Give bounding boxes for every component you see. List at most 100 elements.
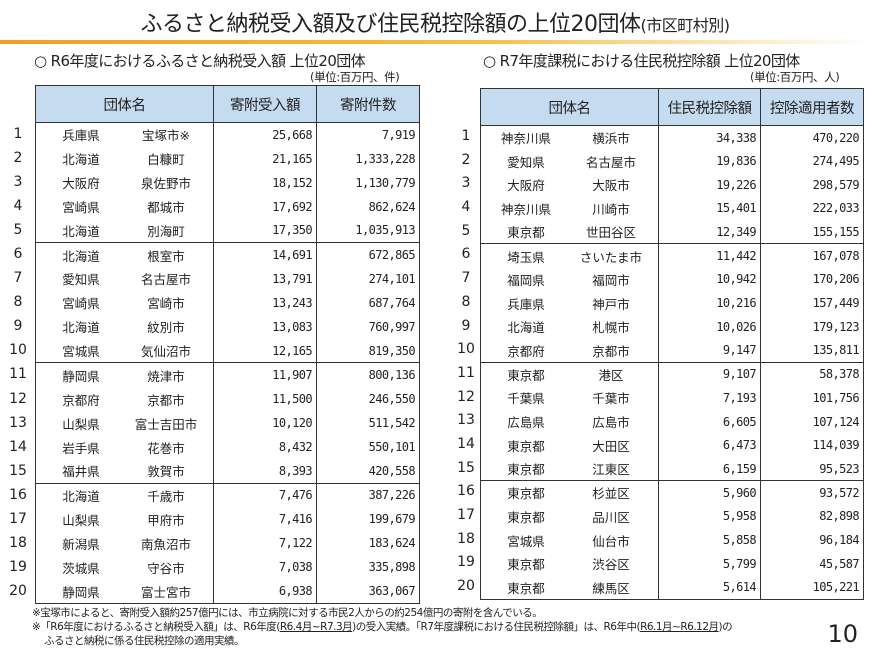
amount-cell: 18,152 [213, 170, 317, 195]
city: 千葉市 [592, 391, 630, 407]
city: 福岡市 [592, 272, 630, 288]
count-cell: 274,101 [316, 266, 420, 291]
count-cell: 222,033 [760, 196, 864, 221]
municipality-cell: 宮崎県 都城市 [35, 194, 214, 219]
municipality-cell: 兵庫県 神戸市 [480, 291, 659, 315]
count-cell: 470,220 [760, 125, 864, 150]
prefecture: 東京都 [507, 438, 545, 454]
count-cell: 157,449 [760, 291, 864, 315]
prefecture: 東京都 [507, 367, 545, 383]
count-cell: 167,078 [760, 243, 864, 268]
municipality-cell: 東京都 練馬区 [480, 575, 659, 600]
municipality-cell: 東京都 杉並区 [480, 480, 659, 505]
city: さいたま市 [579, 249, 643, 265]
rank-label: 15 [457, 459, 475, 476]
prefecture: 茨城県 [62, 560, 100, 576]
table-row: 福井県 敦賀市 8,393 420,558 [35, 459, 420, 484]
municipality-cell: 宮崎県 宮崎市 [35, 290, 214, 315]
count-cell: 1,333,228 [316, 146, 420, 171]
city: 紋別市 [147, 320, 185, 336]
prefecture: 北海道 [62, 488, 100, 504]
amount-cell: 7,476 [213, 483, 317, 508]
table-row: 東京都 品川区 5,958 82,898 [480, 504, 864, 529]
count-cell: 135,811 [760, 338, 864, 363]
municipality-cell: 宮城県 仙台市 [480, 528, 659, 552]
prefecture: 千葉県 [507, 391, 545, 407]
rank-label: 15 [9, 462, 27, 479]
amount-cell: 5,960 [658, 480, 761, 505]
amount-cell: 7,038 [213, 555, 317, 580]
city: 練馬区 [592, 580, 630, 596]
prefecture: 宮城県 [507, 533, 545, 549]
municipality-cell: 北海道 札幌市 [480, 315, 659, 339]
table-row: 北海道 別海町 17,350 1,035,913 [35, 218, 420, 244]
amount-cell: 9,147 [658, 338, 761, 363]
table-row: 愛知県 名古屋市 13,791 274,101 [35, 266, 420, 291]
rank-label: 2 [461, 151, 471, 168]
municipality-cell: 東京都 大田区 [480, 433, 659, 458]
rank-label: 5 [461, 222, 471, 239]
municipality-cell: 大阪府 大阪市 [480, 172, 659, 197]
municipality-cell: 東京都 港区 [480, 362, 659, 387]
table-row: 宮城県 気仙沼市 12,165 819,350 [35, 338, 420, 364]
table-row: 大阪府 大阪市 19,226 298,579 [480, 172, 864, 197]
city: 千歳市 [147, 488, 185, 504]
table-row: 東京都 江東区 6,159 95,523 [480, 457, 864, 482]
table-row: 東京都 練馬区 5,614 105,221 [480, 575, 864, 600]
column-header-name: 団体名 [35, 85, 214, 123]
city: 品川区 [592, 509, 630, 525]
column-header-amount: 寄附受入額 [213, 85, 317, 123]
column-header-persons: 控除適用者数 [760, 88, 864, 126]
city: 川崎市 [592, 201, 630, 217]
prefecture: 岩手県 [62, 440, 100, 456]
municipality-cell: 北海道 別海町 [35, 218, 214, 244]
count-cell: 800,136 [316, 362, 420, 388]
column-header-count: 寄附件数 [316, 85, 420, 123]
amount-cell: 6,159 [658, 457, 761, 482]
footnote-2: ※「R6年度におけるふるさと納税受入額」は、R6年度(R6.4月~R7.3月)の… [32, 621, 733, 633]
city: 白糠町 [147, 152, 185, 168]
table-row: 東京都 世田谷区 12,349 155,155 [480, 220, 864, 245]
city: 気仙沼市 [140, 344, 191, 360]
amount-cell: 11,442 [658, 243, 761, 268]
table-row: 静岡県 富士宮市 6,938 363,067 [35, 579, 420, 604]
prefecture: 北海道 [507, 320, 545, 336]
prefecture: 神奈川県 [500, 131, 551, 147]
prefecture: 北海道 [62, 152, 100, 168]
municipality-cell: 広島県 広島市 [480, 409, 659, 434]
count-cell: 550,101 [316, 435, 420, 460]
city: 札幌市 [592, 320, 630, 336]
left-table: 団体名 寄附受入額 寄附件数 兵庫県 宝塚市※ 25,668 7,919 北海道 白糠町 2… [35, 85, 420, 604]
table-row: 岩手県 花巻市 8,432 550,101 [35, 435, 420, 460]
table-row: 京都府 京都市 11,500 246,550 [35, 387, 420, 412]
prefecture: 京都府 [507, 343, 545, 359]
municipality-cell: 愛知県 名古屋市 [35, 266, 214, 291]
count-cell: 672,865 [316, 242, 420, 267]
amount-cell: 10,942 [658, 267, 761, 292]
rank-label: 14 [457, 435, 475, 452]
table-row: 山梨県 甲府市 7,416 199,679 [35, 507, 420, 532]
municipality-cell: 静岡県 富士宮市 [35, 579, 214, 604]
rank-label: 13 [9, 414, 27, 431]
count-cell: 114,039 [760, 433, 864, 458]
amount-cell: 11,907 [213, 362, 317, 388]
municipality-cell: 北海道 千歳市 [35, 483, 214, 508]
municipality-cell: 福岡県 福岡市 [480, 267, 659, 292]
amount-cell: 5,799 [658, 551, 761, 576]
municipality-cell: 神奈川県 川崎市 [480, 196, 659, 221]
table-row: 茨城県 守谷市 7,038 335,898 [35, 555, 420, 580]
table-row: 神奈川県 横浜市 34,338 470,220 [480, 125, 864, 150]
rank-label: 1 [461, 128, 471, 144]
rank-label: 3 [13, 174, 23, 191]
left-unit: (単位:百万円、件) [310, 70, 400, 84]
amount-cell: 6,473 [658, 433, 761, 458]
amount-cell: 13,243 [213, 290, 317, 315]
table-row: 東京都 大田区 6,473 114,039 [480, 433, 864, 458]
count-cell: 420,558 [316, 459, 420, 484]
amount-cell: 5,958 [658, 504, 761, 529]
table-row: 東京都 渋谷区 5,799 45,587 [480, 551, 864, 576]
municipality-cell: 山梨県 富士吉田市 [35, 411, 214, 436]
footnote-3: ふるさと納税に係る住民税控除の適用実績。 [44, 635, 245, 647]
count-cell: 107,124 [760, 409, 864, 434]
amount-cell: 14,691 [213, 242, 317, 267]
